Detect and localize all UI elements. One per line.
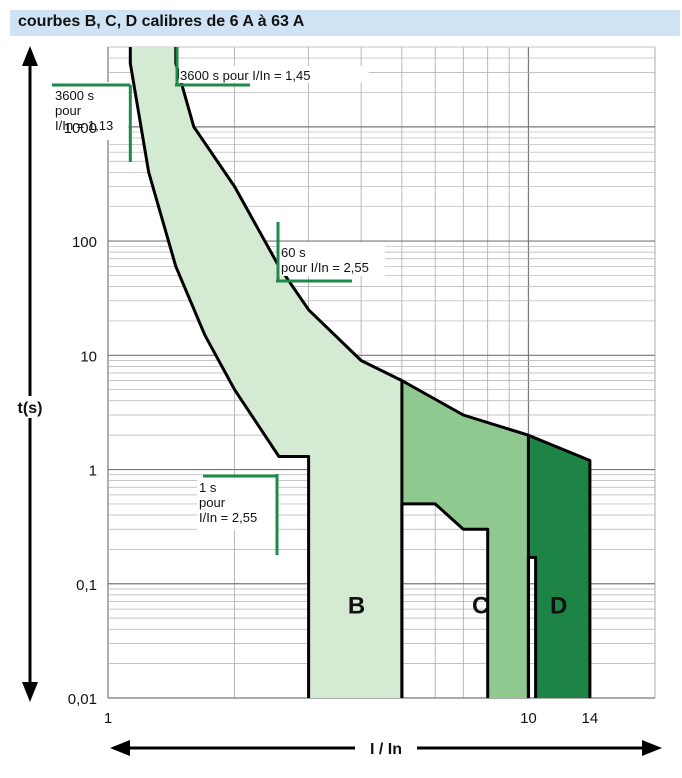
y-tick-label: 0,01 [68, 691, 97, 708]
annotation-text-60s: 60 s [281, 245, 306, 260]
x-label-bg [355, 738, 417, 760]
zone-b [130, 47, 402, 698]
zone-label-d: D [550, 592, 567, 619]
annotation-text-1-13: 3600 s [55, 88, 95, 103]
curve-c-lower [400, 502, 490, 698]
annotation-text-60s: pour I/In = 2,55 [281, 260, 369, 275]
x-tick-label: 14 [582, 710, 599, 727]
zone-label-c: C [472, 592, 489, 619]
y-axis-arrow-head-top [22, 46, 38, 66]
y-tick-label: 1000 [64, 120, 97, 137]
annotation-text-1-13: I/In = 1,13 [55, 118, 113, 133]
zones: B C D [130, 47, 590, 698]
annotation-bg [179, 66, 369, 83]
annotation-text-1s: 1 s [199, 480, 217, 495]
y-tick-label: 100 [72, 234, 97, 251]
y-axis-arrow-head-bottom [22, 682, 38, 702]
curves [128, 47, 592, 698]
x-axis-arrow-head-left [110, 740, 130, 756]
annotation-bg [197, 478, 277, 530]
annotation-text-1-45: 3600 s pour I/In = 1,45 [180, 68, 310, 83]
annotation-text-1s: I/In = 2,55 [199, 510, 257, 525]
curve-upper [174, 47, 592, 698]
curve-d-lower [526, 555, 538, 698]
chart-title: courbes B, C, D calibres de 6 A à 63 A [10, 10, 680, 36]
zone-c [401, 380, 529, 698]
y-label-bg [14, 396, 48, 418]
x-axis-label: I / In [370, 741, 402, 758]
annotation-text-1s: pour [199, 495, 226, 510]
zone-label-b: B [348, 592, 365, 619]
y-tick-label: 0,1 [76, 577, 97, 594]
x-tick-label: 10 [520, 710, 537, 727]
annotation-bg [50, 82, 129, 140]
x-axis-arrow-head-right [642, 740, 662, 756]
axes: 1000 100 10 1 0,1 0,01 1 10 14 t(s) I / In [14, 46, 662, 760]
curve-b-lower [128, 47, 311, 698]
y-axis-label: t(s) [18, 400, 43, 417]
y-tick-label: 10 [80, 348, 97, 365]
annotation-bg [279, 242, 385, 276]
x-tick-label: 1 [104, 710, 112, 727]
y-tick-label: 1 [89, 463, 97, 480]
annotation-text-1-13: pour [55, 103, 82, 118]
zone-d [528, 435, 590, 698]
